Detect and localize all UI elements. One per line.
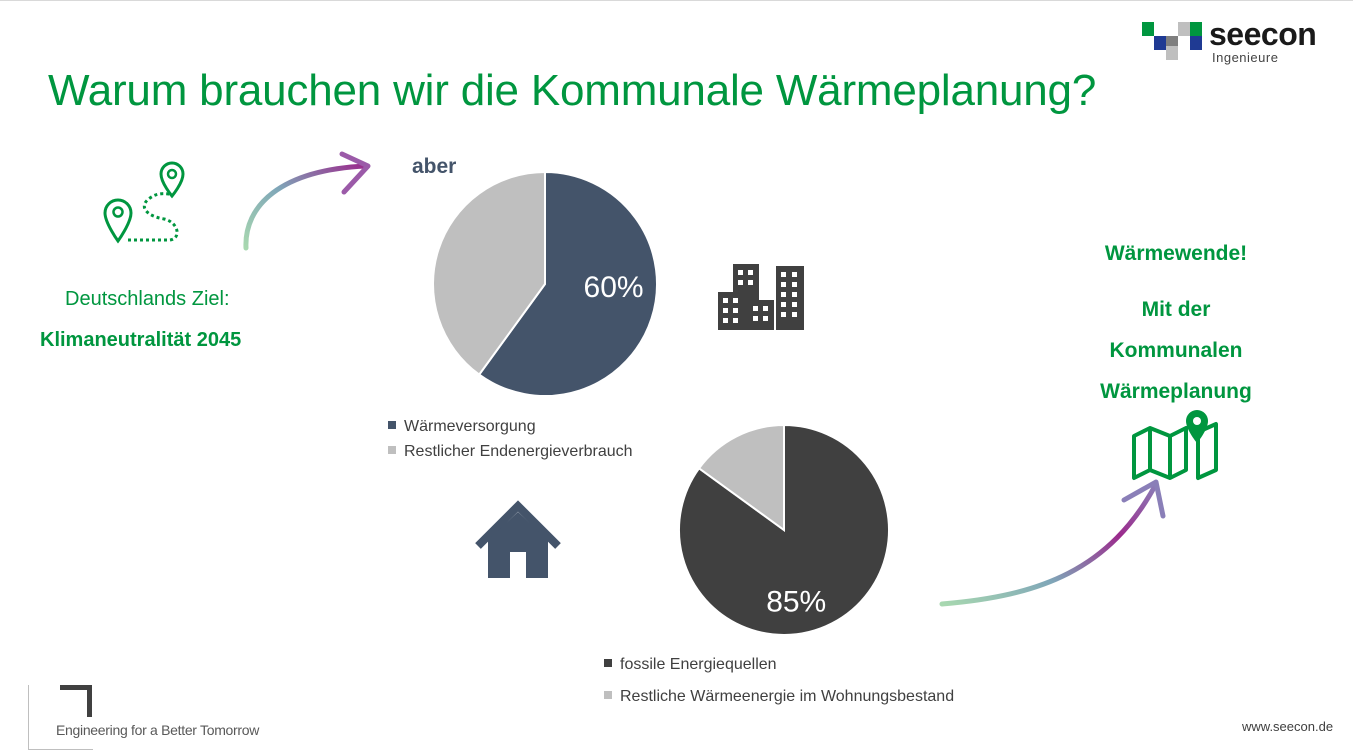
legend-swatch (388, 445, 396, 454)
slide-title: Warum brauchen wir die Kommunale Wärmepl… (48, 66, 1097, 115)
legend-label: Wärmeversorgung (404, 418, 536, 435)
legend-swatch (604, 658, 612, 667)
pie-slice (432, 170, 546, 377)
logo-subtitle: Ingenieure (1212, 50, 1279, 65)
top-divider (0, 0, 1353, 1)
legend-item: Restliche Wärmeenergie im Wohnungsbestan… (604, 688, 954, 706)
footer-corner-mark (60, 685, 92, 717)
legend-item: fossile Energiequellen (604, 656, 777, 674)
pie-slice (477, 170, 658, 397)
right-line-3: Kommunalen (1109, 339, 1243, 362)
legend-label: fossile Energiequellen (620, 656, 777, 673)
footer-tagline: Engineering for a Better Tomorrow (56, 722, 260, 738)
right-line-2: Mit der (1141, 298, 1211, 321)
waermewende-label: Wärmewende! (1104, 242, 1248, 265)
right-line-4: Wärmeplanung (1100, 380, 1252, 403)
legend-item: Restlicher Endenergieverbrauch (388, 443, 633, 461)
pie-data-label: 85% (766, 585, 826, 618)
pie-slice (697, 423, 785, 532)
footer-website: www.seecon.de (1242, 719, 1334, 734)
goal-value: Klimaneutralität 2045 (40, 329, 242, 351)
legend-label: Restliche Wärmeenergie im Wohnungsbestan… (620, 688, 955, 705)
logo-name: seecon (1209, 16, 1317, 52)
goal-label: Deutschlands Ziel: (65, 288, 230, 310)
legend-swatch (604, 690, 612, 699)
footer-frame (28, 685, 93, 750)
legend-swatch (388, 420, 396, 429)
legend-label: Restlicher Endenergieverbrauch (404, 443, 633, 460)
pie-data-label: 60% (584, 271, 644, 304)
aber-label: aber (412, 155, 457, 178)
legend-item: Wärmeversorgung (388, 418, 536, 436)
